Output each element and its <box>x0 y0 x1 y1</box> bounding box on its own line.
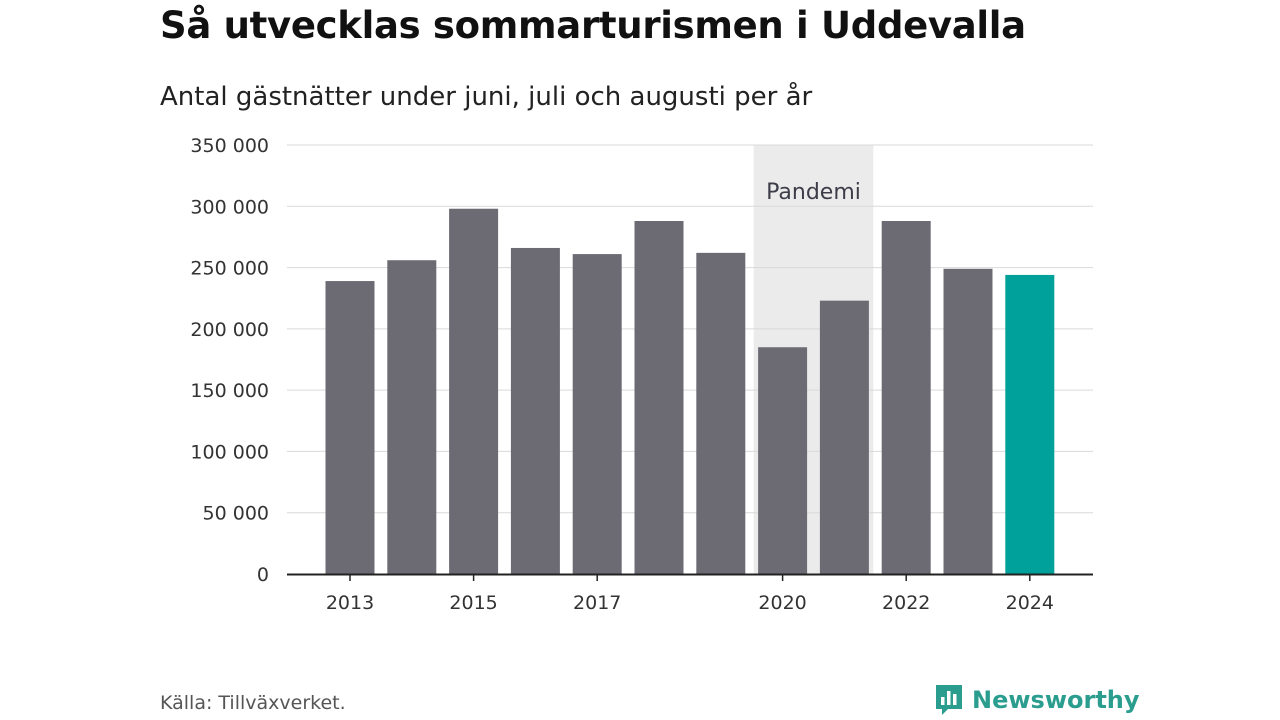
bar-2024 <box>1005 274 1055 574</box>
newsworthy-logo-icon <box>936 685 962 715</box>
bar-2021 <box>819 300 869 574</box>
y-tick-label: 0 <box>257 564 269 586</box>
bar-2023 <box>943 268 993 574</box>
x-tick-label: 2015 <box>449 592 497 614</box>
pandemic-label: Pandemi <box>766 180 861 205</box>
y-tick-label: 350 000 <box>190 135 269 157</box>
bar-2015 <box>449 208 499 575</box>
bar-2018 <box>634 220 684 574</box>
bar-2022 <box>881 220 931 574</box>
bar-2013 <box>325 281 375 574</box>
y-tick-label: 200 000 <box>190 319 269 341</box>
x-tick-label: 2013 <box>326 592 374 614</box>
y-tick-label: 50 000 <box>203 503 269 525</box>
chart-title: Så utvecklas sommarturismen i Uddevalla <box>160 4 1026 47</box>
source-note: Källa: Tillväxverket. <box>160 692 346 714</box>
bar-2017 <box>572 254 622 575</box>
bar-2020 <box>758 347 808 574</box>
bar-2014 <box>387 260 437 574</box>
chart-subtitle: Antal gästnätter under juni, juli och au… <box>160 82 813 112</box>
x-tick-label: 2020 <box>758 592 806 614</box>
y-tick-label: 300 000 <box>190 196 269 218</box>
y-tick-label: 250 000 <box>190 258 269 280</box>
bar-2016 <box>510 247 560 574</box>
newsworthy-logo-text: Newsworthy <box>972 686 1140 714</box>
x-tick-label: 2024 <box>1006 592 1054 614</box>
y-tick-label: 150 000 <box>190 380 269 402</box>
newsworthy-logo: Newsworthy <box>934 683 1140 717</box>
x-tick-label: 2022 <box>882 592 930 614</box>
x-tick-label: 2017 <box>573 592 621 614</box>
bar-2019 <box>696 252 746 574</box>
y-tick-label: 100 000 <box>190 441 269 463</box>
